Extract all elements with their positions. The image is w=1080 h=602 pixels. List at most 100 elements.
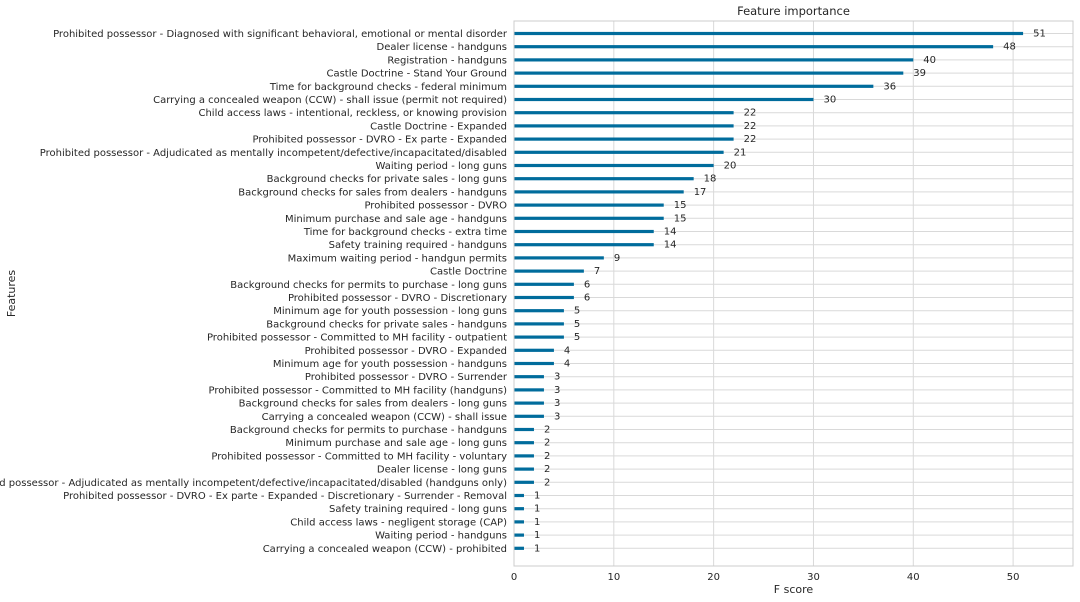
category-label: Safety training required - handguns — [329, 240, 507, 251]
category-labels: Prohibited possessor - Diagnosed with si… — [0, 29, 508, 555]
data-label: 2 — [544, 438, 550, 449]
bar — [514, 546, 524, 550]
category-label: Time for background checks - extra time — [303, 227, 507, 238]
bar — [514, 493, 524, 498]
category-label: Prohibited possessor - DVRO - Surrender — [305, 372, 508, 383]
data-label: 1 — [534, 491, 540, 502]
category-label: Prohibited possessor - DVRO — [364, 201, 507, 212]
data-label: 4 — [564, 359, 570, 370]
x-tick-label: 0 — [511, 572, 517, 583]
data-label: 2 — [544, 425, 550, 436]
category-label: Child access laws - intentional, reckles… — [198, 108, 507, 119]
bar — [514, 414, 544, 418]
data-label: 7 — [594, 266, 600, 277]
category-label: Prohibited possessor - Adjudicated as me… — [40, 148, 507, 159]
bar — [514, 190, 684, 194]
bar — [514, 282, 574, 286]
data-label: 3 — [554, 398, 560, 409]
x-tick-labels: 0 10 20 30 40 50 — [511, 572, 1020, 583]
data-label: 39 — [913, 68, 926, 79]
bar — [514, 256, 604, 260]
bar — [514, 295, 574, 300]
data-label: 14 — [664, 240, 677, 251]
data-labels: 5148403936302222222120181715151414976655… — [534, 29, 1046, 555]
data-label: 6 — [584, 279, 590, 290]
data-label: 3 — [554, 372, 560, 383]
data-label: 5 — [574, 306, 580, 317]
category-label: Minimum purchase and sale age - handguns — [285, 214, 507, 225]
bar — [514, 454, 534, 458]
data-label: 18 — [704, 174, 717, 185]
data-label: 2 — [544, 451, 550, 462]
category-label: Minimum age for youth possession - handg… — [273, 359, 507, 370]
bar — [514, 335, 564, 339]
bar — [514, 229, 654, 234]
data-label: 4 — [564, 345, 570, 356]
category-label: Prohibited possessor - Committed to MH f… — [211, 451, 507, 462]
x-tick-label: 30 — [807, 572, 820, 583]
data-label: 3 — [554, 385, 560, 396]
category-label: Prohibited possessor - Committed to MH f… — [209, 385, 508, 396]
bar — [514, 124, 734, 128]
category-label: Background checks for permits to purchas… — [230, 280, 507, 291]
bar — [514, 97, 814, 102]
bar — [514, 137, 734, 141]
category-label: Dealer license - handguns — [377, 42, 507, 53]
bar — [514, 309, 564, 313]
category-label: Safety training required - long guns — [329, 504, 507, 515]
category-label: Castle Doctrine - Stand Your Ground — [326, 69, 507, 80]
bar — [514, 322, 564, 326]
data-label: 1 — [534, 530, 540, 541]
category-label: Time for background checks - federal min… — [269, 82, 507, 93]
data-label: 17 — [694, 187, 707, 198]
bar — [514, 480, 534, 484]
plot-frame — [513, 20, 1074, 567]
data-label: 5 — [574, 319, 580, 330]
y-axis-label: Features — [5, 270, 18, 318]
x-tick-label: 20 — [707, 572, 720, 583]
bar — [514, 269, 584, 273]
data-label: 51 — [1033, 29, 1046, 40]
category-label: Prohibited possessor - Committed to MH f… — [207, 333, 507, 344]
category-label: Carrying a concealed weapon (CCW) - shal… — [153, 95, 507, 106]
data-label: 6 — [584, 293, 590, 304]
category-label: Carrying a concealed weapon (CCW) - shal… — [262, 412, 507, 423]
data-label: 15 — [674, 200, 687, 211]
category-label: Prohibited possessor - DVRO - Ex parte -… — [253, 135, 507, 146]
data-label: 1 — [534, 517, 540, 528]
category-label: Prohibited possessor - Diagnosed with si… — [53, 29, 508, 40]
data-label: 21 — [734, 147, 747, 158]
category-label: Minimum purchase and sale age - long gun… — [285, 438, 507, 449]
data-label: 14 — [664, 227, 677, 238]
data-label: 1 — [534, 543, 540, 554]
category-label: Background checks for sales from dealers… — [238, 187, 507, 198]
category-label: Waiting period - long guns — [375, 161, 507, 172]
bar — [514, 58, 914, 62]
grid-lines — [513, 21, 1073, 566]
bar — [514, 441, 534, 445]
bar — [514, 361, 554, 366]
bar — [514, 375, 544, 379]
x-axis-label: F score — [774, 583, 814, 596]
category-label: Prohibited possessor - DVRO - Discretion… — [288, 293, 507, 304]
category-label: Waiting period - handguns — [375, 531, 507, 542]
bar — [514, 388, 544, 392]
data-label: 2 — [544, 477, 550, 488]
bar — [514, 84, 874, 88]
bar — [514, 45, 994, 49]
data-label: 48 — [1003, 42, 1016, 53]
data-label: 22 — [744, 134, 757, 145]
bar — [514, 71, 904, 75]
bar — [514, 203, 664, 207]
category-label: Prohibited possessor - DVRO - Expanded — [305, 346, 507, 357]
category-label: Prohibited possessor - DVRO - Ex parte -… — [63, 491, 507, 502]
category-label: Carrying a concealed weapon (CCW) - proh… — [263, 544, 507, 555]
bar — [514, 243, 654, 247]
data-label: 5 — [574, 332, 580, 343]
x-tick-label: 10 — [607, 572, 620, 583]
category-label: Castle Doctrine — [430, 267, 507, 278]
bar — [514, 163, 714, 168]
category-label: Background checks for private sales - lo… — [267, 174, 507, 185]
bar — [514, 427, 534, 432]
